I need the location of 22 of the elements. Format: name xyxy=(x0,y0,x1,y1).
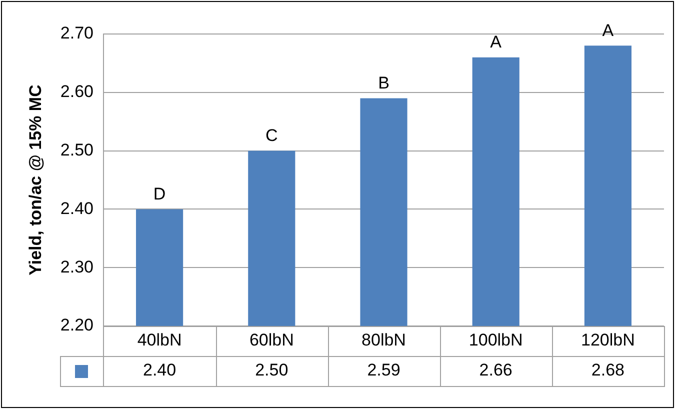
data-label: 2.40 xyxy=(142,360,176,380)
data-label: 2.66 xyxy=(479,360,512,380)
x-tick-label: 80lbN xyxy=(362,330,406,350)
x-tick-label: 100lbN xyxy=(468,330,523,350)
annotation: D xyxy=(153,184,166,204)
data-label: 2.59 xyxy=(367,360,400,380)
x-tick-label: 40lbN xyxy=(137,330,182,350)
y-tick-label: 2.40 xyxy=(60,198,94,218)
y-tick-label: 2.20 xyxy=(60,316,94,335)
x-tick-label: 60lbN xyxy=(249,330,294,350)
annotation: A xyxy=(490,32,502,52)
data-label: 2.50 xyxy=(255,360,288,380)
data-label: 2.68 xyxy=(591,360,624,380)
x-tick-label: 120lbN xyxy=(581,330,635,350)
y-tick-label: 2.70 xyxy=(60,24,94,43)
y-tick-label: 2.30 xyxy=(60,257,94,276)
y-tick-label: 2.50 xyxy=(60,140,94,160)
annotation: B xyxy=(378,73,390,92)
y-tick-label: 2.60 xyxy=(60,82,94,102)
annotation: C xyxy=(266,126,278,145)
annotation: A xyxy=(602,20,614,40)
y-axis-title: Yield, ton/ac @ 15% MC xyxy=(26,84,45,276)
